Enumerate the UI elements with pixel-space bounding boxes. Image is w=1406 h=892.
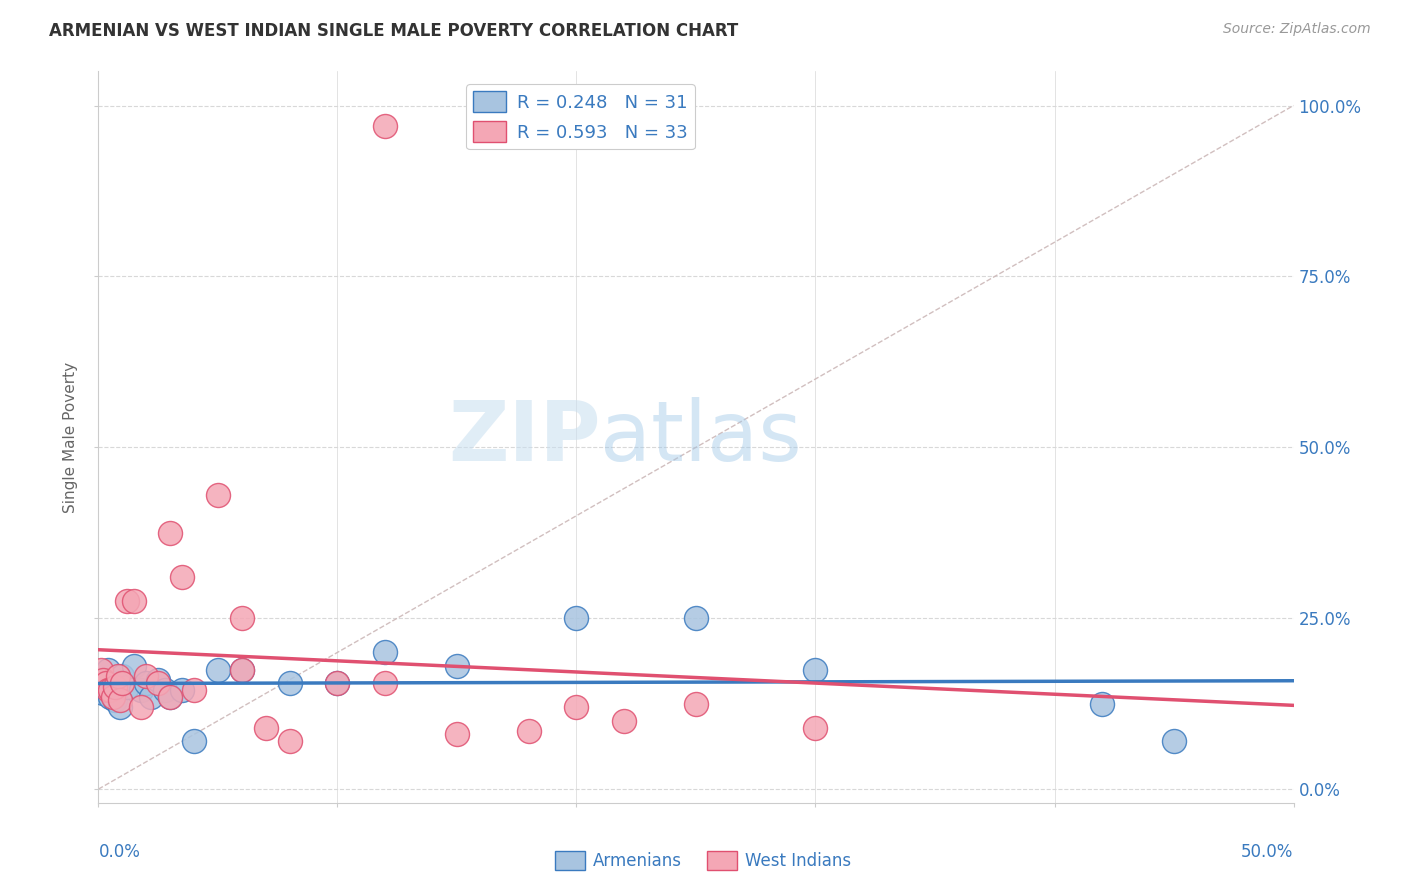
Point [159,690,181,704]
Point [1091,697,1114,711]
Point [135,669,157,683]
Point [159,690,181,704]
Text: 0.0%: 0.0% [98,843,141,861]
Point [1163,734,1185,748]
Point [183,683,205,698]
Point [446,659,468,673]
Point [207,663,229,677]
Text: 50.0%: 50.0% [1241,843,1294,861]
Point [90,663,112,677]
Legend: Armenians, West Indians: Armenians, West Indians [548,844,858,877]
Point [685,697,707,711]
Point [98,690,122,704]
Point [148,676,170,690]
Point [326,676,349,690]
Point [148,673,170,687]
Point [804,721,827,735]
Point [613,714,636,728]
Point [94,676,117,690]
Point [115,594,138,608]
Point [107,676,129,690]
Point [278,676,301,690]
Point [446,727,468,741]
Point [97,683,120,698]
Point [326,676,349,690]
Point [172,570,194,584]
Text: atlas: atlas [600,397,801,477]
Point [111,676,134,690]
Text: Source: ZipAtlas.com: Source: ZipAtlas.com [1223,22,1371,37]
Point [101,690,124,704]
Point [124,594,146,608]
Point [231,663,253,677]
Point [159,525,181,540]
Point [131,700,153,714]
Point [91,673,114,687]
Point [104,680,127,694]
Point [183,734,205,748]
Point [94,673,117,687]
Point [374,645,396,659]
Legend: R = 0.248   N = 31, R = 0.593   N = 33: R = 0.248 N = 31, R = 0.593 N = 33 [465,84,695,149]
Point [108,693,131,707]
Point [108,700,131,714]
Text: ARMENIAN VS WEST INDIAN SINGLE MALE POVERTY CORRELATION CHART: ARMENIAN VS WEST INDIAN SINGLE MALE POVE… [49,22,738,40]
Point [374,119,396,133]
Point [104,693,127,707]
Y-axis label: Single Male Poverty: Single Male Poverty [63,361,79,513]
Point [685,611,707,625]
Point [278,734,301,748]
Point [97,663,120,677]
Point [107,669,129,683]
Point [155,683,177,698]
Point [231,663,253,677]
Point [115,680,138,694]
Point [135,676,157,690]
Text: ZIP: ZIP [449,397,600,477]
Point [98,683,122,698]
Point [565,611,588,625]
Point [139,690,162,704]
Point [101,683,124,698]
Point [111,669,134,683]
Point [565,700,588,714]
Point [804,663,827,677]
Point [90,676,112,690]
Point [131,683,153,698]
Point [374,676,396,690]
Point [207,488,229,502]
Point [517,724,540,739]
Point [124,659,146,673]
Point [231,611,253,625]
Point [172,683,194,698]
Point [91,686,114,700]
Point [254,721,277,735]
